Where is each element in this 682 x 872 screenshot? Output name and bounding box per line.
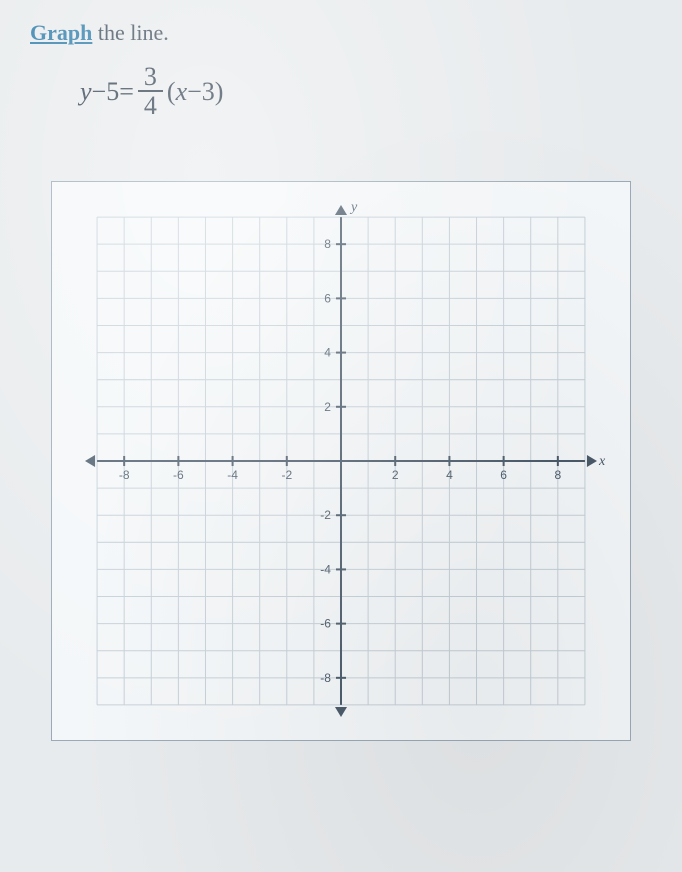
eq-numerator: 3	[138, 64, 163, 92]
eq-minus-2: −	[187, 77, 202, 107]
y-tick-label: -8	[320, 670, 331, 684]
instruction-line: Graph the line.	[30, 20, 652, 46]
eq-x: x	[176, 77, 188, 107]
eq-close-paren: )	[215, 77, 224, 107]
y-tick-label: 4	[324, 345, 331, 359]
eq-equals: =	[119, 77, 134, 107]
x-tick-label: 6	[500, 468, 507, 482]
eq-y: y	[80, 77, 92, 107]
y-axis-label: y	[349, 200, 358, 215]
y-tick-label: -2	[320, 508, 331, 522]
x-tick-label: 2	[392, 468, 399, 482]
y-tick-label: 6	[324, 291, 331, 305]
x-tick-label: -8	[119, 468, 130, 482]
axis-arrow	[85, 455, 95, 467]
x-tick-label: -2	[281, 468, 292, 482]
y-tick-label: -4	[320, 562, 331, 576]
eq-3: 3	[202, 77, 215, 107]
eq-open-paren: (	[167, 77, 176, 107]
eq-fraction: 3 4	[138, 64, 163, 121]
eq-denominator: 4	[138, 92, 163, 121]
axes	[97, 217, 585, 705]
y-tick-label: 2	[324, 399, 331, 413]
y-tick-label: 8	[324, 237, 331, 251]
axis-arrow	[335, 707, 347, 717]
x-tick-label: -6	[173, 468, 184, 482]
x-tick-label: 8	[554, 468, 561, 482]
axis-arrow	[335, 205, 347, 215]
eq-minus-1: −	[92, 77, 107, 107]
axis-arrow	[587, 455, 597, 467]
eq-5: 5	[106, 77, 119, 107]
graph-container[interactable]: -8 -6 -4 -2 2 4 6 8 8 6 4 2 -2 -4 -6 -8 x y	[51, 181, 631, 741]
x-tick-label: 4	[446, 468, 453, 482]
y-tick-label: -6	[320, 616, 331, 630]
instruction-rest: the line.	[92, 20, 168, 45]
x-axis-label: x	[598, 453, 606, 469]
coordinate-plane[interactable]: -8 -6 -4 -2 2 4 6 8 8 6 4 2 -2 -4 -6 -8 x y	[62, 200, 620, 722]
graph-link[interactable]: Graph	[30, 20, 92, 45]
x-tick-label: -4	[227, 468, 238, 482]
equation: y − 5 = 3 4 ( x − 3 )	[80, 64, 652, 121]
